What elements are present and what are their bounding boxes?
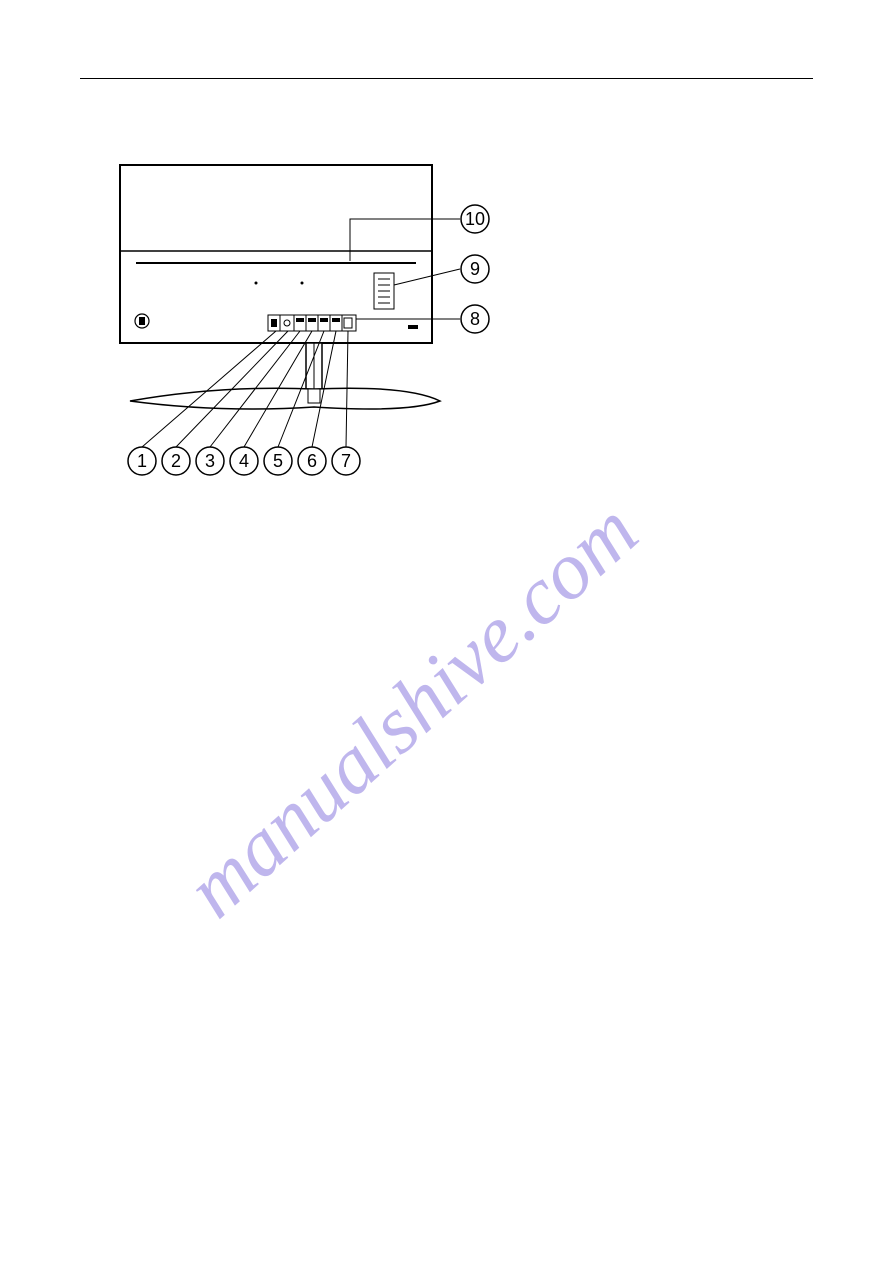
panel-dot	[301, 282, 304, 285]
callout-bottom-7: 7	[332, 447, 360, 475]
diagram-svg: 1 2 3 4 5 6 7 10	[110, 155, 490, 485]
callout-label: 5	[273, 451, 283, 471]
callout-label: 8	[470, 309, 480, 329]
callout-bottom-4: 4	[230, 447, 258, 475]
callout-bottom-1: 1	[128, 447, 156, 475]
watermark-text: manualshive.com	[169, 485, 655, 935]
callout-bottom-2: 2	[162, 447, 190, 475]
callout-right-8: 8	[461, 305, 489, 333]
device-rear-diagram: 1 2 3 4 5 6 7 10	[110, 155, 470, 485]
callout-label: 6	[307, 451, 317, 471]
callout-right-9: 9	[461, 255, 489, 283]
callout-label: 9	[470, 259, 480, 279]
panel-dot	[255, 282, 258, 285]
callout-label: 4	[239, 451, 249, 471]
callout-label: 10	[465, 209, 485, 229]
callout-label: 2	[171, 451, 181, 471]
side-connector-block	[374, 273, 394, 309]
callout-label: 3	[205, 451, 215, 471]
callout-right-10: 10	[461, 205, 489, 233]
callout-bottom-6: 6	[298, 447, 326, 475]
lock-icon-body	[139, 317, 145, 325]
callout-label: 1	[137, 451, 147, 471]
callout-bottom-5: 5	[264, 447, 292, 475]
stand-base	[130, 388, 440, 409]
small-label	[408, 325, 418, 329]
stand-joint	[308, 389, 320, 403]
callout-label: 7	[341, 451, 351, 471]
connector-row	[268, 315, 356, 331]
page-top-rule	[80, 78, 813, 79]
callout-bottom-3: 3	[196, 447, 224, 475]
